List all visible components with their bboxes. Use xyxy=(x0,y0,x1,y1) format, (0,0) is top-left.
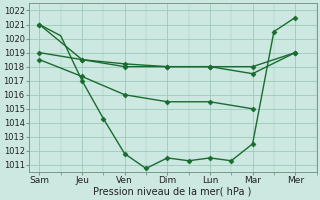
X-axis label: Pression niveau de la mer( hPa ): Pression niveau de la mer( hPa ) xyxy=(93,187,252,197)
